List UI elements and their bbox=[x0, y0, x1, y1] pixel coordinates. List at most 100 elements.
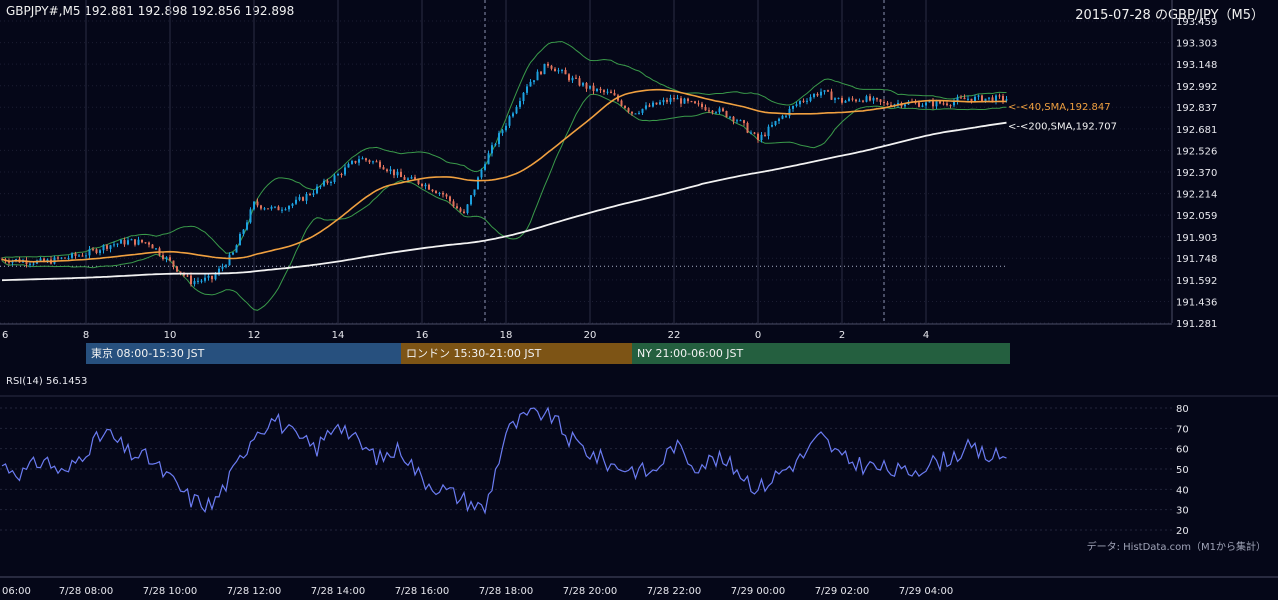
candle-body bbox=[701, 103, 703, 108]
candle-body bbox=[169, 257, 171, 261]
candle-body bbox=[750, 132, 752, 134]
candle-body bbox=[942, 103, 945, 105]
candle-body bbox=[204, 277, 206, 281]
candle-body bbox=[557, 70, 560, 72]
candle-body bbox=[876, 97, 878, 100]
candle-body bbox=[466, 204, 469, 214]
candle-body bbox=[39, 258, 42, 261]
candle-body bbox=[599, 88, 602, 91]
candle-body bbox=[746, 122, 749, 133]
candle-body bbox=[260, 205, 262, 209]
candle-body bbox=[683, 98, 686, 104]
time-axis-bottom-label: 7/28 18:00 bbox=[479, 586, 533, 597]
price-axis-tick: 192.681 bbox=[1176, 125, 1217, 136]
candle-body bbox=[739, 120, 742, 122]
candle-body bbox=[578, 78, 581, 86]
candle-body bbox=[981, 95, 983, 102]
rsi-axis-tick: 40 bbox=[1176, 485, 1189, 496]
candle-body bbox=[480, 169, 483, 178]
candle-body bbox=[190, 275, 192, 285]
candle-body bbox=[442, 192, 444, 195]
candle-body bbox=[561, 69, 563, 71]
candle-body bbox=[501, 130, 504, 134]
candle-body bbox=[718, 108, 721, 113]
candle-body bbox=[844, 100, 847, 103]
candle-body bbox=[354, 160, 357, 163]
candle-body bbox=[648, 105, 651, 107]
candle-body bbox=[400, 171, 402, 178]
price-axis-tick: 191.436 bbox=[1176, 298, 1217, 309]
price-axis-tick: 192.526 bbox=[1176, 146, 1217, 157]
price-axis-tick: 193.303 bbox=[1176, 39, 1217, 50]
candle-body bbox=[494, 144, 497, 146]
time-axis-top-label: 8 bbox=[83, 330, 89, 341]
candle-body bbox=[445, 194, 448, 197]
candle-body bbox=[214, 274, 217, 280]
candle-body bbox=[389, 169, 392, 172]
candle-body bbox=[375, 161, 378, 163]
candle-body bbox=[358, 159, 360, 163]
candle-body bbox=[645, 105, 647, 109]
candle-body bbox=[449, 196, 451, 202]
candle-body bbox=[673, 97, 675, 100]
candle-body bbox=[603, 90, 605, 93]
moving-averages: <-<40,SMA,192.847 <-<200,SMA,192.707 bbox=[1, 88, 1117, 282]
candle-body bbox=[309, 194, 311, 196]
candle-body bbox=[921, 105, 924, 107]
candle-body bbox=[596, 88, 598, 92]
candle-body bbox=[753, 132, 756, 134]
candle-body bbox=[970, 98, 973, 102]
candle-body bbox=[928, 101, 931, 103]
time-axis-bottom-label: 06:00 bbox=[2, 586, 31, 597]
candle-body bbox=[729, 116, 731, 118]
rsi-axis-tick: 50 bbox=[1176, 465, 1189, 476]
time-axis-bottom-label: 7/29 02:00 bbox=[815, 586, 869, 597]
candle-body bbox=[680, 98, 682, 104]
candle-body bbox=[151, 244, 154, 249]
candle-body bbox=[848, 98, 850, 101]
candle-body bbox=[256, 201, 259, 206]
candle-body bbox=[956, 97, 959, 102]
candle-body bbox=[704, 107, 707, 111]
candle-body bbox=[967, 98, 969, 100]
candle-body bbox=[767, 126, 770, 136]
time-axis-top-label: 22 bbox=[668, 330, 681, 341]
candle-body bbox=[81, 255, 84, 257]
candle-body bbox=[827, 90, 829, 92]
candle-body bbox=[736, 120, 738, 122]
candle-body bbox=[694, 101, 696, 104]
candle-body bbox=[715, 112, 717, 114]
candle-body bbox=[897, 103, 899, 105]
candle-body bbox=[25, 260, 28, 265]
time-axis-top-label: 0 bbox=[755, 330, 761, 341]
candle-body bbox=[88, 249, 91, 256]
candle-body bbox=[459, 208, 462, 212]
session-label: ロンドン 15:30-21:00 JST bbox=[406, 347, 542, 360]
candle-body bbox=[687, 98, 689, 102]
candle-body bbox=[806, 100, 808, 102]
candle-body bbox=[760, 134, 763, 141]
time-axis-top-label: 2 bbox=[839, 330, 845, 341]
candle-body bbox=[785, 115, 787, 117]
time-axis-top-label: 20 bbox=[584, 330, 597, 341]
candle-body bbox=[197, 280, 199, 282]
candle-body bbox=[851, 98, 854, 100]
candle-body bbox=[410, 177, 413, 179]
candle-body bbox=[883, 101, 885, 103]
candle-body bbox=[487, 153, 490, 165]
time-axis-top-label: 10 bbox=[164, 330, 177, 341]
candle-body bbox=[809, 97, 812, 101]
candle-body bbox=[32, 263, 35, 265]
candle-body bbox=[435, 191, 437, 194]
candle-body bbox=[246, 222, 248, 230]
price-axis-tick: 191.592 bbox=[1176, 276, 1217, 287]
session-bar: 東京 08:00-15:30 JST ロンドン 15:30-21:00 JST NY… bbox=[86, 343, 1010, 364]
candle-body bbox=[886, 102, 889, 105]
candle-body bbox=[417, 179, 420, 184]
candle-body bbox=[774, 121, 777, 126]
candle-body bbox=[323, 180, 325, 186]
candle-body bbox=[193, 281, 196, 285]
candle-body bbox=[837, 97, 840, 99]
candles bbox=[1, 61, 1008, 287]
